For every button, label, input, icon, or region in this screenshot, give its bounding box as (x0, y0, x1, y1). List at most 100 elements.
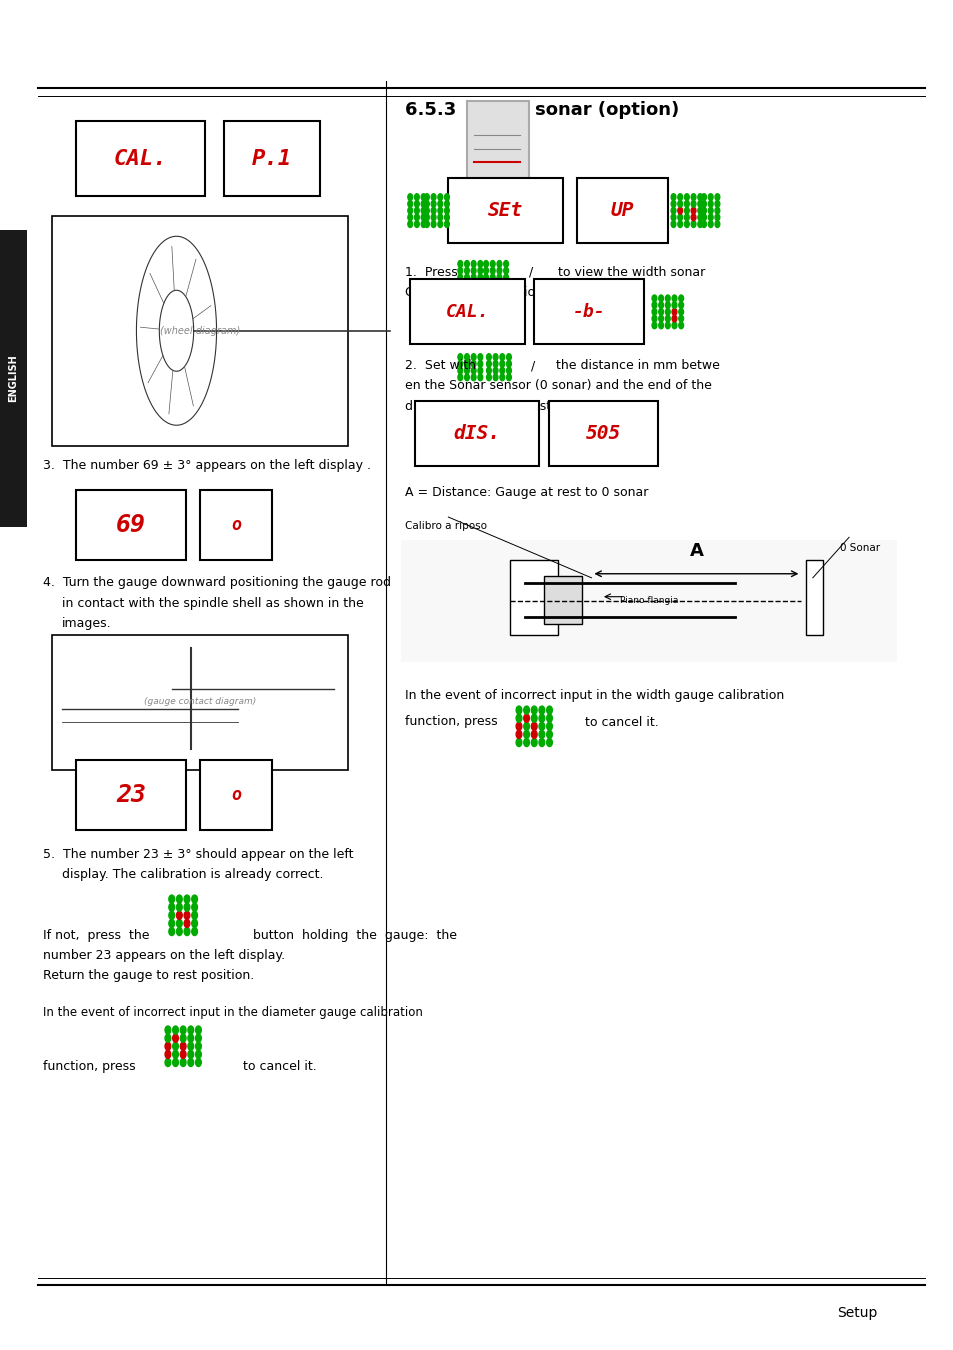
Circle shape (671, 301, 676, 308)
Text: dIS.: dIS. (453, 424, 500, 443)
Circle shape (184, 903, 190, 911)
Circle shape (651, 294, 656, 301)
Bar (76, 490, 186, 560)
Circle shape (408, 194, 412, 201)
Circle shape (677, 221, 681, 228)
Circle shape (651, 308, 656, 315)
Circle shape (486, 354, 491, 360)
Circle shape (477, 367, 482, 374)
Circle shape (464, 267, 469, 274)
Circle shape (664, 308, 669, 315)
Circle shape (431, 194, 436, 201)
Circle shape (184, 911, 190, 919)
Circle shape (516, 738, 521, 747)
Text: ENGLISH: ENGLISH (9, 354, 18, 402)
Circle shape (715, 215, 719, 221)
Circle shape (421, 221, 425, 228)
Circle shape (516, 714, 521, 722)
Text: in contact with the spindle shell as shown in the: in contact with the spindle shell as sho… (62, 597, 363, 610)
Circle shape (165, 1058, 171, 1066)
Circle shape (516, 722, 521, 730)
Circle shape (651, 321, 656, 328)
Circle shape (651, 315, 656, 321)
Circle shape (670, 201, 675, 208)
Bar (410, 279, 524, 344)
Bar (448, 178, 562, 243)
Text: A = Distance: Gauge at rest to 0 sonar: A = Distance: Gauge at rest to 0 sonar (405, 486, 648, 500)
Circle shape (483, 267, 488, 274)
Bar (76, 122, 205, 196)
Circle shape (188, 1034, 193, 1042)
Circle shape (671, 294, 676, 301)
Circle shape (516, 730, 521, 738)
Circle shape (180, 1050, 186, 1058)
Circle shape (414, 201, 419, 208)
Circle shape (414, 208, 419, 215)
Circle shape (408, 215, 412, 221)
Circle shape (477, 374, 482, 381)
Circle shape (538, 706, 544, 714)
Circle shape (697, 208, 701, 215)
Circle shape (683, 201, 688, 208)
Bar (200, 490, 272, 560)
Text: 0 Sonar: 0 Sonar (839, 543, 879, 552)
Circle shape (192, 895, 197, 903)
Circle shape (497, 267, 501, 274)
Circle shape (690, 221, 695, 228)
Bar (415, 401, 538, 466)
Circle shape (486, 374, 491, 381)
Circle shape (493, 374, 497, 381)
Circle shape (697, 201, 701, 208)
Circle shape (664, 301, 669, 308)
Circle shape (671, 315, 676, 321)
Circle shape (715, 201, 719, 208)
Text: number 23 appears on the left display.: number 23 appears on the left display. (43, 949, 285, 963)
Circle shape (471, 360, 476, 367)
Bar (400, 540, 896, 662)
Circle shape (431, 215, 436, 221)
Circle shape (664, 315, 669, 321)
Circle shape (414, 221, 419, 228)
Circle shape (437, 215, 442, 221)
Circle shape (683, 194, 688, 201)
Bar (548, 401, 658, 466)
Circle shape (408, 208, 412, 215)
Text: to cancel it.: to cancel it. (584, 716, 658, 729)
Bar (52, 634, 348, 770)
Circle shape (414, 194, 419, 201)
Circle shape (546, 706, 552, 714)
Circle shape (444, 208, 449, 215)
Circle shape (700, 201, 705, 208)
Circle shape (546, 738, 552, 747)
Circle shape (169, 927, 174, 936)
Circle shape (424, 201, 429, 208)
Circle shape (437, 201, 442, 208)
Circle shape (471, 374, 476, 381)
Circle shape (671, 308, 676, 315)
Circle shape (176, 903, 182, 911)
Text: In the event of incorrect input in the diameter gauge calibration: In the event of incorrect input in the d… (43, 1006, 422, 1019)
Circle shape (690, 194, 695, 201)
Circle shape (707, 221, 712, 228)
Circle shape (165, 1050, 171, 1058)
Circle shape (658, 301, 662, 308)
Text: 5.  The number 23 ± 3° should appear on the left: 5. The number 23 ± 3° should appear on t… (43, 848, 353, 861)
Circle shape (477, 281, 482, 288)
Text: 69: 69 (116, 513, 146, 537)
Circle shape (421, 201, 425, 208)
Circle shape (176, 927, 182, 936)
Circle shape (499, 360, 504, 367)
Circle shape (499, 354, 504, 360)
Circle shape (700, 221, 705, 228)
Circle shape (678, 308, 682, 315)
Circle shape (464, 274, 469, 281)
Text: to cancel it.: to cancel it. (243, 1060, 316, 1073)
Circle shape (169, 895, 174, 903)
Circle shape (424, 221, 429, 228)
Circle shape (424, 215, 429, 221)
Circle shape (188, 1026, 193, 1034)
Circle shape (707, 215, 712, 221)
Circle shape (424, 194, 429, 201)
Circle shape (486, 360, 491, 367)
Circle shape (414, 215, 419, 221)
